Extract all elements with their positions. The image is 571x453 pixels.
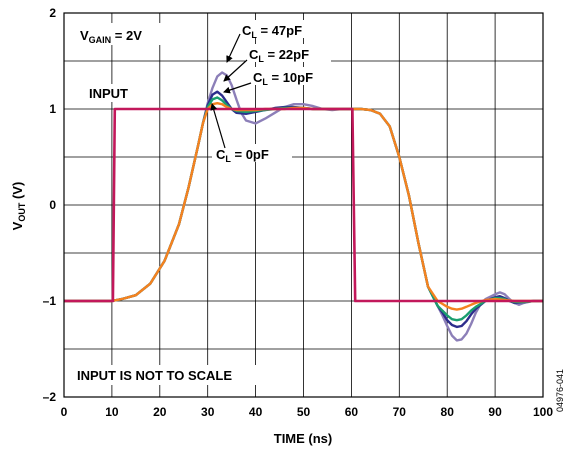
y-tick-label: 1: [49, 102, 56, 116]
y-tick-label: 0: [49, 198, 56, 212]
vgain-label-bg: [76, 23, 162, 45]
x-tick-label: 20: [153, 405, 167, 419]
x-tick-label: 80: [441, 405, 455, 419]
y-tick-label: 2: [49, 6, 56, 20]
y-tick-label: –1: [43, 294, 57, 308]
x-tick-label: 50: [297, 405, 311, 419]
cl47-arrow: [226, 33, 241, 63]
x-tick-label: 40: [249, 405, 263, 419]
cl10-arrow: [223, 82, 252, 94]
x-tick-label: 70: [393, 405, 407, 419]
input-label-bg: [86, 84, 146, 102]
x-tick-label: 0: [61, 405, 68, 419]
cl22-arrow: [223, 59, 248, 82]
scale-note-bg: [74, 365, 274, 385]
cl22-label: CL = 22pF: [249, 47, 309, 64]
x-tick-label: 10: [105, 405, 119, 419]
x-tick-label: 100: [533, 405, 553, 419]
y-axis-label: VOUT (V): [10, 182, 27, 231]
x-axis-label: TIME (ns): [274, 431, 333, 446]
cl0-label: CL = 0pF: [216, 147, 269, 164]
input-label: INPUT: [89, 86, 128, 101]
cl47-label-bg: [238, 20, 324, 38]
cl10-label: CL = 10pF: [253, 70, 313, 87]
y-tick-label: –2: [43, 390, 57, 404]
series-line-input: [64, 107, 543, 303]
plot-frame: [63, 12, 544, 398]
cl0-arrow: [210, 103, 226, 149]
vgain-label: VGAIN = 2V: [80, 28, 142, 45]
cl0-label-bg: [212, 144, 292, 162]
cl22-label-bg: [245, 44, 331, 62]
scale-note: INPUT IS NOT TO SCALE: [77, 368, 232, 383]
x-tick-label: 60: [345, 405, 359, 419]
x-tick-labels: 0 10 20 30 40 50 60 70 80 90 100: [61, 405, 554, 419]
x-tick-label: 30: [201, 405, 215, 419]
y-tick-labels: 2 1 0 –1 –2: [43, 6, 57, 404]
x-tick-label: 90: [488, 405, 502, 419]
cl47-label: CL = 47pF: [242, 23, 302, 40]
cl10-label-bg: [249, 67, 335, 85]
series-lines: [64, 71, 543, 342]
figure-id: 04976-041: [555, 369, 565, 412]
